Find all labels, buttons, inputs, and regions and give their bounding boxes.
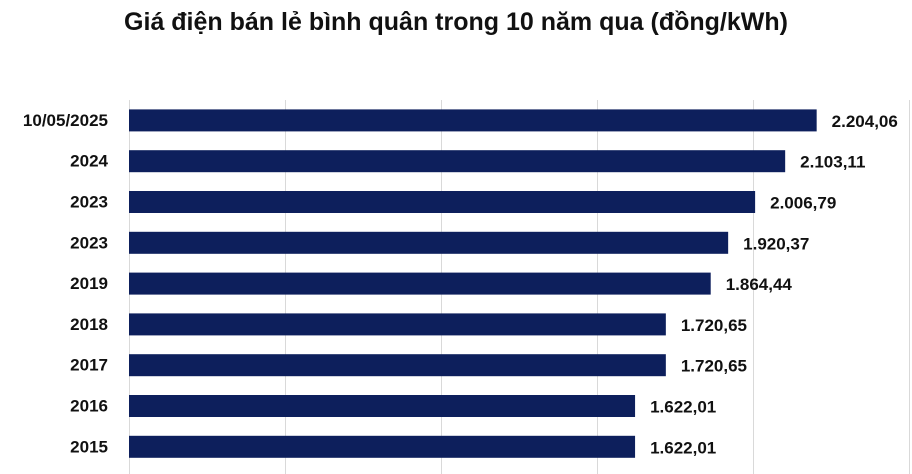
bar: [129, 313, 666, 336]
category-label: 2016: [70, 397, 108, 416]
value-labels: 2.204,06 2.103,11 2.006,79 1.920,37 1.864,44…: [650, 112, 898, 457]
bar: [129, 191, 756, 213]
value-label: 2.006,79: [770, 194, 836, 213]
category-label: 2015: [70, 437, 108, 456]
bar: [129, 109, 817, 132]
category-label: 2023: [70, 233, 108, 252]
category-label: 2019: [70, 274, 108, 293]
category-label: 2017: [70, 356, 108, 375]
category-label: 2024: [70, 152, 108, 171]
bars: [129, 109, 817, 458]
category-label: 2018: [70, 315, 108, 334]
value-label: 2.204,06: [832, 112, 898, 131]
bar: [129, 354, 666, 377]
value-label: 1.622,01: [650, 398, 716, 417]
chart-title: Giá điện bán lẻ bình quân trong 10 năm q…: [124, 8, 788, 36]
bar: [129, 150, 786, 173]
value-label: 1.622,01: [650, 438, 716, 457]
bar: [129, 395, 636, 417]
category-label: 10/05/2025: [23, 111, 108, 130]
value-label: 1.864,44: [726, 275, 793, 294]
bar: [129, 272, 711, 295]
value-label: 2.103,11: [800, 153, 865, 172]
value-label: 1.920,37: [743, 234, 809, 253]
bar: [129, 231, 729, 254]
value-label: 1.720,65: [681, 316, 747, 335]
category-label: 2023: [70, 193, 108, 212]
value-label: 1.720,65: [681, 357, 747, 376]
bar: [129, 435, 636, 458]
category-labels: 10/05/2025 2024 2023 2023 2019 2018 2017 2016 20…: [23, 111, 109, 456]
